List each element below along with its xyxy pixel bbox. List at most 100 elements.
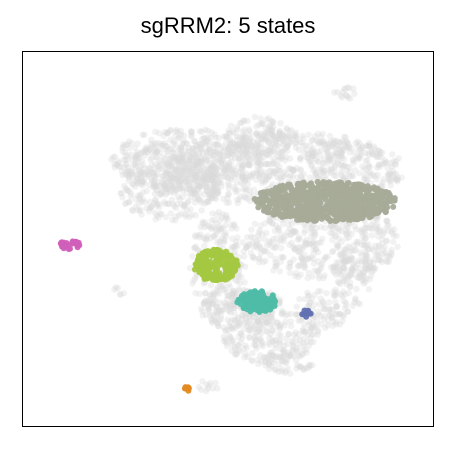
background-cell-point [361, 258, 368, 265]
background-cell-point [231, 173, 238, 180]
background-cell-point [228, 154, 235, 161]
background-cell-point [253, 144, 260, 152]
background-cell-point [198, 174, 206, 181]
background-cell-point [325, 166, 332, 173]
background-cell-point [389, 151, 396, 158]
background-cell-point [136, 154, 143, 162]
background-cell-point [210, 148, 217, 156]
background-cell-point [234, 234, 241, 241]
background-cell-point [180, 140, 187, 147]
background-cell-point [345, 145, 353, 152]
background-cell-point [213, 166, 220, 174]
background-cell-point [124, 187, 131, 195]
background-cell-point [315, 275, 323, 282]
background-cell-point [224, 152, 231, 159]
background-cell-point [223, 134, 230, 141]
background-cell-point [236, 168, 243, 175]
background-cell-point [254, 143, 261, 151]
background-cell-point [263, 319, 271, 326]
background-cell-point [170, 150, 177, 157]
background-cell-point [138, 157, 146, 164]
background-cell-point [192, 190, 199, 198]
background-cell-point [216, 151, 223, 158]
background-cell-point [221, 147, 228, 154]
background-cell-point [250, 186, 258, 193]
background-cell-point [308, 150, 315, 157]
background-cell-point [120, 164, 128, 171]
state-1-point [305, 199, 312, 206]
background-cell-point [203, 148, 210, 156]
background-cell-point [182, 161, 189, 168]
background-cell-point [267, 349, 274, 357]
background-cell-point [239, 134, 247, 142]
background-cell-point [193, 186, 200, 193]
background-cell-point [254, 132, 262, 139]
background-cell-point [222, 163, 230, 170]
background-cell-point [161, 146, 169, 153]
background-cell-point [261, 129, 269, 136]
background-cell-point [165, 175, 172, 182]
background-cell-point [249, 253, 256, 260]
background-cell-point [163, 160, 170, 167]
background-cell-point [153, 170, 161, 178]
background-cell-point [179, 187, 186, 194]
background-cell-point [234, 187, 241, 194]
background-cell-point [260, 154, 267, 161]
background-cell-point [111, 153, 119, 160]
background-cell-point [286, 269, 294, 277]
background-cell-point [203, 184, 210, 191]
background-cell-point [226, 135, 234, 143]
background-cell-point [276, 336, 284, 344]
background-cell-point [221, 167, 229, 174]
background-cell-point [323, 290, 330, 297]
background-cell-point [246, 162, 253, 169]
state-1-point [275, 196, 282, 203]
background-cell-point [187, 193, 195, 201]
background-cell-point [265, 129, 272, 137]
background-cell-point [188, 129, 195, 136]
background-cell-point [139, 168, 146, 176]
background-cell-point [198, 128, 205, 135]
background-cell-point [269, 136, 277, 144]
background-cell-point [305, 150, 312, 157]
background-cell-point [190, 171, 198, 179]
background-cell-point [193, 171, 200, 178]
background-cell-point [160, 180, 168, 187]
background-cell-point [147, 203, 155, 211]
background-cell-point [317, 165, 324, 172]
background-cell-point [258, 135, 265, 143]
background-cell-point [235, 155, 242, 162]
background-cell-point [262, 160, 269, 167]
background-cell-point [276, 268, 283, 275]
background-cell-point [133, 151, 141, 158]
background-cell-point [224, 191, 232, 199]
background-cell-point [210, 141, 218, 148]
background-cell-point [201, 154, 208, 161]
background-cell-point [180, 140, 187, 148]
background-cell-point [255, 121, 262, 128]
background-cell-point [393, 176, 401, 183]
background-cell-point [252, 342, 259, 350]
background-cell-point [342, 299, 349, 306]
background-cell-point [203, 187, 210, 194]
background-cell-point [375, 161, 383, 168]
background-cell-point [211, 194, 218, 201]
state-3-point [255, 294, 262, 301]
background-cell-point [143, 205, 150, 212]
background-cell-point [274, 153, 281, 160]
background-cell-point [356, 272, 363, 279]
background-cell-point [169, 149, 176, 156]
background-cell-point [224, 148, 231, 155]
background-cell-point [166, 162, 173, 170]
background-cell-point [127, 170, 134, 178]
background-cell-point [398, 174, 405, 181]
background-cell-point [140, 177, 147, 185]
background-cell-point [116, 163, 123, 170]
background-cell-point [178, 154, 185, 161]
background-cell-point [346, 95, 354, 102]
background-cell-point [209, 176, 216, 183]
background-cell-point [197, 183, 204, 191]
background-cell-point [265, 160, 272, 168]
background-cell-point [272, 366, 279, 373]
background-cell-point [234, 314, 242, 321]
